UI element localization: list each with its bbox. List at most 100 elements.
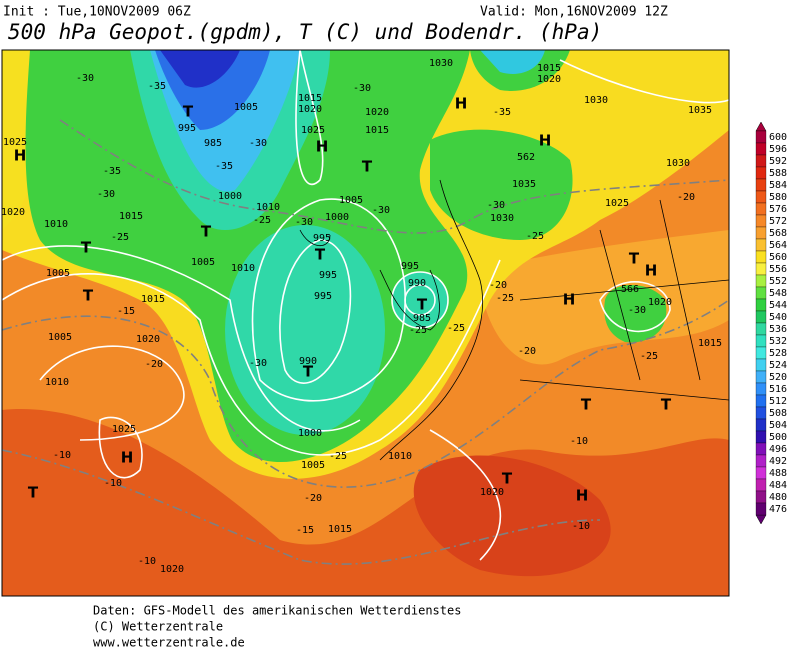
- map-label: -25: [329, 451, 347, 462]
- colorbar-swatch: [755, 178, 767, 192]
- map-label: 1010: [231, 263, 255, 274]
- colorbar: 6005965925885845805765725685645605565525…: [755, 121, 787, 525]
- colorbar-swatch: [755, 454, 767, 468]
- pressure-center: H: [539, 132, 552, 150]
- map-label: 1005: [46, 268, 70, 279]
- colorbar-swatch: [755, 166, 767, 180]
- map-label: 990: [408, 278, 426, 289]
- colorbar-swatch: [755, 154, 767, 168]
- colorbar-label: 512: [769, 396, 787, 407]
- colorbar-swatch: [755, 262, 767, 276]
- map-label: -25: [409, 325, 427, 336]
- map-label: 1005: [48, 332, 72, 343]
- colorbar-label: 504: [769, 420, 787, 431]
- map-label: 1020: [480, 487, 504, 498]
- map-label: -35: [148, 81, 166, 92]
- colorbar-swatch: [755, 334, 767, 348]
- map-label: 1015: [328, 524, 352, 535]
- pressure-center: T: [201, 223, 212, 241]
- colorbar-label: 528: [769, 348, 787, 359]
- colorbar-label: 572: [769, 216, 787, 227]
- colorbar-swatch: [755, 406, 767, 420]
- footer-copyright: (C) Wetterzentrale: [93, 620, 223, 634]
- colorbar-swatch: [755, 202, 767, 216]
- colorbar-label: 476: [769, 504, 787, 515]
- map-label: -25: [496, 293, 514, 304]
- map-label: 1010: [45, 377, 69, 388]
- map-label: -20: [489, 280, 507, 291]
- colorbar-label: 556: [769, 264, 787, 275]
- pressure-center: H: [563, 291, 576, 309]
- colorbar-cap: [755, 514, 767, 525]
- pressure-center: T: [417, 296, 428, 314]
- pressure-center: T: [315, 246, 326, 264]
- map-label: 995: [314, 291, 332, 302]
- pressure-center: T: [183, 103, 194, 121]
- map-label: 566: [621, 284, 639, 295]
- colorbar-swatch: [755, 238, 767, 252]
- colorbar-label: 536: [769, 324, 787, 335]
- colorbar-swatch: [755, 142, 767, 156]
- colorbar-label: 516: [769, 384, 787, 395]
- pressure-center: T: [83, 287, 94, 305]
- map-label: -30: [249, 138, 267, 149]
- pressure-center: H: [455, 95, 468, 113]
- colorbar-label: 596: [769, 144, 787, 155]
- map-label: 1010: [256, 202, 280, 213]
- map-label: 985: [413, 313, 431, 324]
- map-label: 1015: [365, 125, 389, 136]
- colorbar-label: 524: [769, 360, 787, 371]
- map-label: -30: [97, 189, 115, 200]
- colorbar-swatch: [755, 274, 767, 288]
- map-label: -15: [296, 525, 314, 536]
- map-label: -25: [447, 323, 465, 334]
- map-label: 1015: [537, 63, 561, 74]
- colorbar-swatch: [755, 442, 767, 456]
- colorbar-swatch: [755, 298, 767, 312]
- colorbar-swatch: [755, 502, 767, 516]
- pressure-center: H: [121, 449, 134, 467]
- map-label: -30: [372, 205, 390, 216]
- colorbar-swatch: [755, 358, 767, 372]
- map-label: -25: [111, 232, 129, 243]
- map-label: -20: [518, 346, 536, 357]
- colorbar-label: 480: [769, 492, 787, 503]
- colorbar-label: 560: [769, 252, 787, 263]
- map-label: 1015: [698, 338, 722, 349]
- map-label: 1025: [3, 137, 27, 148]
- colorbar-cap: [755, 121, 767, 132]
- colorbar-swatch: [755, 370, 767, 384]
- map-label: 1025: [605, 198, 629, 209]
- map-title: 500 hPa Geopot.(gpdm), T (C) und Bodendr…: [8, 20, 602, 44]
- map-label: -10: [138, 556, 156, 567]
- map-label: -30: [76, 73, 94, 84]
- pressure-center: H: [316, 138, 329, 156]
- colorbar-swatch: [755, 310, 767, 324]
- map-label: -35: [493, 107, 511, 118]
- valid-time: Valid: Mon,16NOV2009 12Z: [480, 5, 668, 20]
- map-label: -35: [103, 166, 121, 177]
- colorbar-swatch: [755, 466, 767, 480]
- map-label: -10: [572, 521, 590, 532]
- map-label: -20: [145, 359, 163, 370]
- map-label: -30: [353, 83, 371, 94]
- map-label: 1025: [301, 125, 325, 136]
- pressure-center: T: [303, 363, 314, 381]
- colorbar-label: 576: [769, 204, 787, 215]
- pressure-center: T: [28, 484, 39, 502]
- map-label: 1000: [218, 191, 242, 202]
- map-label: 1005: [191, 257, 215, 268]
- map-label: 1030: [429, 58, 453, 69]
- map-label: 1010: [388, 451, 412, 462]
- map-label: -10: [570, 436, 588, 447]
- pressure-center: H: [576, 487, 589, 505]
- colorbar-swatch: [755, 490, 767, 504]
- colorbar-label: 520: [769, 372, 787, 383]
- footer-url: www.wetterzentrale.de: [93, 636, 245, 648]
- map-label: -30: [628, 305, 646, 316]
- map-label: 1000: [325, 212, 349, 223]
- map-label: 990: [299, 356, 317, 367]
- map-label: 1030: [490, 213, 514, 224]
- colorbar-label: 492: [769, 456, 787, 467]
- colorbar-label: 552: [769, 276, 787, 287]
